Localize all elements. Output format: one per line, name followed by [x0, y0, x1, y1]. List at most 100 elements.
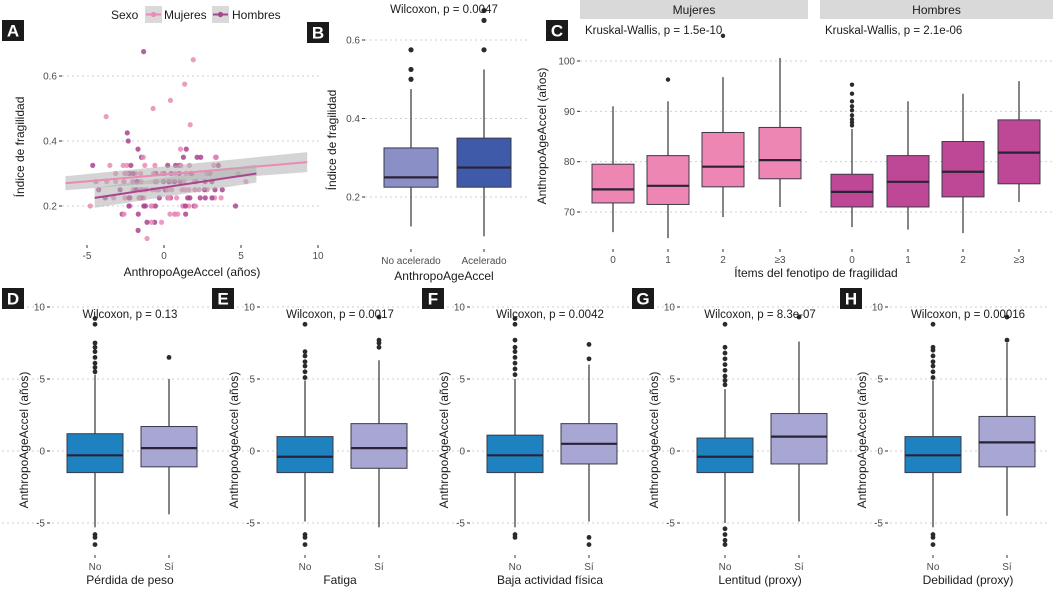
scatter-point-mujeres	[120, 162, 126, 168]
scatter-point-hombres	[124, 130, 130, 136]
outlier-point	[92, 360, 98, 366]
x-tick-label: 5	[238, 251, 244, 262]
y-tick-label: 10	[244, 303, 256, 314]
outlier-point	[512, 366, 518, 372]
y-tick-label: 0	[669, 447, 675, 458]
box	[696, 321, 754, 547]
x-tick-label: ≥3	[774, 255, 785, 266]
box-iqr	[941, 141, 985, 198]
box-iqr	[276, 436, 334, 474]
y-tick-label: 0	[249, 447, 255, 458]
box	[886, 101, 930, 230]
x-tick-label: Sí	[1002, 562, 1012, 573]
box	[997, 81, 1041, 202]
scatter-point-mujeres	[124, 162, 130, 168]
panel-label-box	[632, 288, 654, 309]
y-tick-label: 10	[872, 303, 884, 314]
y-tick-label: 90	[564, 107, 576, 118]
legend-key-point	[217, 11, 224, 18]
panel-b: 0.2 0.4 0.6 No acelerado Acelerado Wilcoxon, …	[324, 4, 530, 283]
y-tick-label: 0.4	[43, 137, 57, 148]
outlier-point	[481, 17, 487, 23]
outlier-point	[849, 113, 855, 118]
y-tick-label: 0	[459, 447, 465, 458]
outlier-point	[930, 375, 936, 380]
scatter-point-mujeres	[212, 154, 219, 160]
y-tick-label: -5	[666, 519, 675, 530]
scatter-point-mujeres	[152, 162, 158, 168]
x-tick-label: 0	[161, 251, 167, 262]
scatter-point-mujeres	[190, 57, 196, 63]
outlier-point	[92, 316, 98, 321]
scatter-point-hombres	[144, 219, 150, 225]
legend-title: Sexo	[111, 8, 139, 22]
outlier-point	[930, 542, 936, 547]
x-tick-label: No acelerado	[381, 256, 441, 267]
x-tick-label: ≥3	[1013, 255, 1024, 266]
outlier-point	[930, 535, 936, 540]
test-annotation: Wilcoxon, p = 8.3e-07	[704, 309, 816, 321]
box-iqr	[456, 137, 512, 188]
x-tick-label: No	[299, 562, 312, 573]
outlier-point	[849, 117, 855, 122]
outlier-point	[586, 356, 592, 362]
trend-line-mujeres	[65, 161, 308, 185]
box	[591, 106, 635, 233]
box	[701, 33, 745, 218]
y-axis-title: Índice de fragilidad	[324, 90, 339, 191]
scatter-point-mujeres	[158, 219, 165, 225]
outlier-point	[722, 367, 728, 373]
scatter-point-hombres	[152, 203, 158, 209]
scatter-point-mujeres	[142, 162, 148, 168]
outlier-point	[376, 337, 382, 343]
panel-label-g: G	[632, 288, 654, 309]
y-tick-label: 10	[454, 303, 466, 314]
outlier-point	[512, 372, 518, 378]
outlier-point	[512, 344, 518, 350]
panel-d: -5 0 5 10 No Sí Wilcoxon, p = 0.13 Pérdida de p…	[2, 303, 212, 587]
panel-label-text: E	[217, 290, 228, 309]
scatter-point-hombres	[180, 154, 187, 160]
box	[66, 316, 124, 547]
x-tick-label: 2	[960, 255, 966, 266]
y-tick-label: 10	[34, 303, 46, 314]
outlier-point	[930, 359, 936, 365]
panel-label-box	[2, 288, 24, 309]
x-tick-label: No	[927, 562, 940, 573]
box-iqr	[591, 163, 635, 204]
scatter-point-mujeres	[187, 122, 193, 128]
outlier-point	[930, 321, 936, 327]
y-tick-label: 0	[877, 447, 883, 458]
test-annotation: Wilcoxon, p = 0.00016	[911, 309, 1025, 321]
outlier-point	[92, 365, 98, 370]
outlier-point	[586, 342, 592, 347]
box	[830, 82, 874, 228]
outlier-point	[302, 369, 308, 375]
outlier-point	[722, 378, 728, 383]
outlier-point	[512, 316, 518, 321]
outlier-point	[166, 355, 172, 360]
outlier-point	[722, 373, 728, 379]
box	[758, 57, 802, 207]
panel-label-box	[422, 288, 444, 309]
box-iqr	[486, 434, 544, 474]
scatter-points	[87, 49, 249, 242]
box	[770, 314, 828, 522]
scatter-point-mujeres	[177, 146, 184, 152]
scatter-point-mujeres	[148, 219, 154, 225]
test-annotation: Wilcoxon, p = 0.0017	[286, 309, 394, 321]
y-tick-label: -5	[874, 519, 883, 530]
y-tick-label: 70	[564, 208, 576, 219]
panel-label-a: A	[2, 20, 24, 41]
scatter-point-mujeres	[172, 211, 178, 217]
test-annotation: Wilcoxon, p = 0.13	[83, 309, 178, 321]
box	[456, 7, 512, 237]
outlier-point	[302, 375, 308, 380]
x-axis-title: Baja actividad física	[497, 573, 603, 587]
panel-a: 0.2 0.4 0.6 -5 0 5 10 AnthropoAgeAccel (años) Ín…	[12, 6, 324, 279]
x-tick-label: Sí	[584, 562, 594, 573]
outlier-point	[849, 104, 855, 109]
scatter-point-hombres	[135, 227, 141, 233]
outlier-point	[376, 344, 382, 350]
outlier-point	[92, 321, 98, 327]
